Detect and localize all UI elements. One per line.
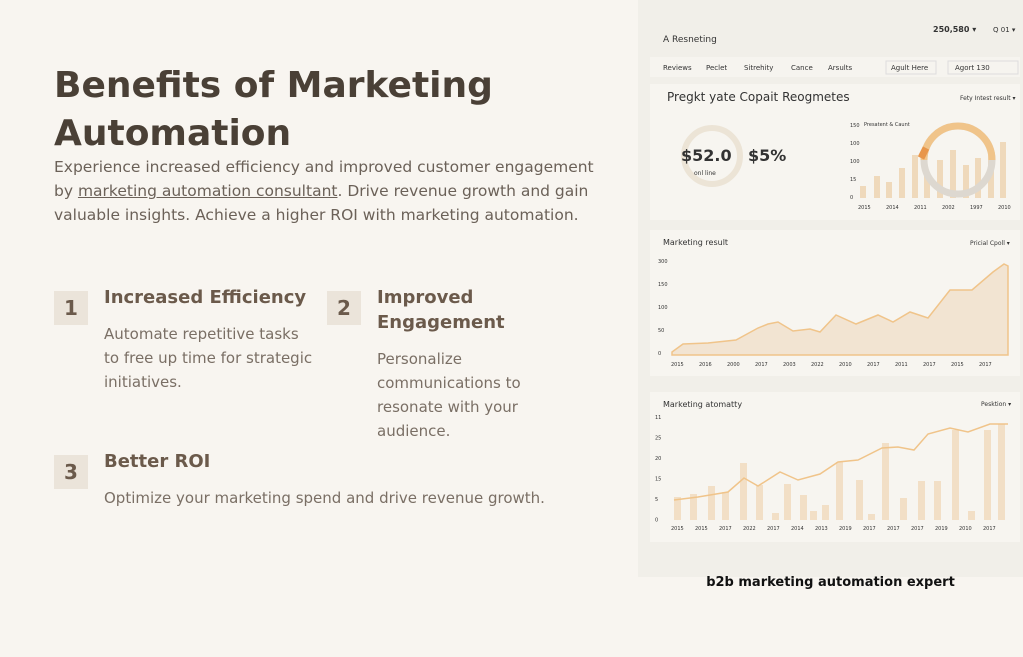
benefit-text: Automate repetitive tasks to free up tim… bbox=[104, 325, 313, 391]
y-tick-label: 150 bbox=[658, 282, 668, 288]
filter: Agort 130 bbox=[955, 64, 990, 72]
x-tick-label: 2013 bbox=[815, 526, 828, 532]
filter-box bbox=[947, 60, 1019, 75]
x-tick-label: 2022 bbox=[743, 526, 756, 532]
x-tick-label: 2003 bbox=[783, 362, 796, 368]
amount-sub: onl line bbox=[694, 170, 716, 177]
tab: Cance bbox=[791, 64, 813, 72]
y-tick-label: 100 bbox=[850, 141, 860, 147]
dashboard: A Resneting 250,580 ▾ Q 01 ▾ Reviews Peclet S… bbox=[650, 25, 1020, 542]
tab: Peclet bbox=[706, 64, 727, 72]
y-tick-label: 15 bbox=[850, 177, 856, 183]
x-tick-label: 2017 bbox=[979, 362, 992, 368]
x-tick-label: 2022 bbox=[811, 362, 824, 368]
x-tick-label: 2010 bbox=[959, 526, 972, 532]
x-tick-label: 2017 bbox=[983, 526, 996, 532]
y-tick-label: 100 bbox=[658, 305, 668, 311]
intro-text: Experience increased efficiency and impr… bbox=[54, 158, 594, 200]
x-tick-label: 2017 bbox=[863, 526, 876, 532]
x-tick-label: 2011 bbox=[914, 205, 927, 211]
x-tick-label: 2010 bbox=[839, 362, 852, 368]
title: Benefits of Marketing Automation bbox=[54, 65, 493, 154]
benefit-title: Improved Engagement bbox=[377, 287, 505, 333]
brand: A Resneting bbox=[663, 35, 717, 45]
card-menu: Pricial Cpoll ▾ bbox=[970, 240, 1010, 247]
card-title: Pregkt yate Copait Reogmetes bbox=[667, 90, 850, 104]
x-tick-label: 2017 bbox=[867, 362, 880, 368]
benefit-number: 1 bbox=[54, 291, 88, 325]
x-tick-label: 1997 bbox=[970, 205, 983, 211]
tab: Arsults bbox=[828, 64, 852, 72]
x-tick-label: 2015 bbox=[695, 526, 708, 532]
y-tick-label: 15 bbox=[655, 477, 661, 483]
benefit-text: Optimize your marketing spend and drive … bbox=[104, 489, 545, 507]
x-tick-label: 2017 bbox=[911, 526, 924, 532]
caption: b2b marketing automation expert bbox=[706, 575, 955, 590]
y-tick-label: 11 bbox=[655, 415, 661, 421]
x-tick-label: 2014 bbox=[791, 526, 804, 532]
y-tick-label: 50 bbox=[658, 328, 664, 334]
ring-arc bbox=[917, 146, 930, 160]
x-tick-label: 2017 bbox=[923, 362, 936, 368]
area-line bbox=[671, 263, 1009, 356]
x-tick-label: 2015 bbox=[671, 362, 684, 368]
x-tick-label: 2015 bbox=[858, 205, 871, 211]
x-tick-label: 2017 bbox=[767, 526, 780, 532]
x-tick-label: 2002 bbox=[942, 205, 955, 211]
intro: Experience increased efficiency and impr… bbox=[54, 155, 594, 227]
amount: $52.0 bbox=[681, 146, 732, 165]
x-tick-label: 2017 bbox=[755, 362, 768, 368]
y-tick-label: 100 bbox=[850, 159, 860, 165]
bars bbox=[674, 424, 1005, 520]
y-tick-label: 5 bbox=[655, 497, 658, 503]
x-tick-label: 2017 bbox=[887, 526, 900, 532]
x-tick-label: 2010 bbox=[998, 205, 1011, 211]
card-title: Marketing atomatty bbox=[663, 400, 742, 409]
tab: Reviews bbox=[663, 64, 692, 72]
intro-link[interactable]: marketing automation consultant bbox=[77, 182, 338, 200]
card-title: Marketing result bbox=[663, 238, 728, 247]
filter: Agult Here bbox=[891, 64, 928, 72]
x-tick-label: 2019 bbox=[839, 526, 852, 532]
line bbox=[673, 423, 1008, 501]
y-tick-label: 0 bbox=[658, 351, 661, 357]
benefit-number: 3 bbox=[54, 455, 88, 489]
x-tick-label: 2017 bbox=[719, 526, 732, 532]
tab-bar bbox=[650, 57, 1020, 77]
x-tick-label: 2015 bbox=[671, 526, 684, 532]
card-menu: Fety Intest result ▾ bbox=[960, 95, 1016, 102]
legend: Presatent & Caunt bbox=[864, 122, 910, 128]
y-tick-label: 0 bbox=[850, 195, 853, 201]
intro-text: . Drive revenue growth and gain valuable… bbox=[54, 182, 589, 224]
percent: $5% bbox=[748, 146, 786, 165]
x-tick-label: 2000 bbox=[727, 362, 740, 368]
benefit-title: Increased Efficiency bbox=[104, 287, 307, 308]
x-tick-label: 2015 bbox=[951, 362, 964, 368]
y-tick-label: 25 bbox=[655, 436, 661, 442]
x-tick-label: 2011 bbox=[895, 362, 908, 368]
benefit-text: Personalize communications to resonate w… bbox=[377, 350, 521, 440]
card bbox=[650, 392, 1020, 542]
x-tick-label: 2019 bbox=[935, 526, 948, 532]
y-tick-label: 20 bbox=[655, 456, 661, 462]
y-tick-label: 300 bbox=[658, 259, 668, 265]
tab: Sitrehity bbox=[744, 64, 773, 72]
y-tick-label: 150 bbox=[850, 123, 860, 129]
x-tick-label: 2016 bbox=[699, 362, 712, 368]
benefit-title: Better ROI bbox=[104, 451, 211, 472]
filter-box bbox=[885, 60, 937, 75]
benefit-number: 2 bbox=[327, 291, 361, 325]
ring-arc bbox=[920, 122, 996, 161]
search: Q 01 ▾ bbox=[993, 26, 1016, 34]
x-tick-label: 2014 bbox=[886, 205, 899, 211]
donut bbox=[681, 125, 743, 187]
card-menu: Pesktion ▾ bbox=[981, 401, 1011, 408]
dashboard-image: A Resneting 250,580 ▾ Q 01 ▾ Reviews Peclet S… bbox=[638, 0, 1023, 577]
stat: 250,580 ▾ bbox=[933, 25, 976, 34]
y-tick-label: 0 bbox=[655, 518, 658, 524]
